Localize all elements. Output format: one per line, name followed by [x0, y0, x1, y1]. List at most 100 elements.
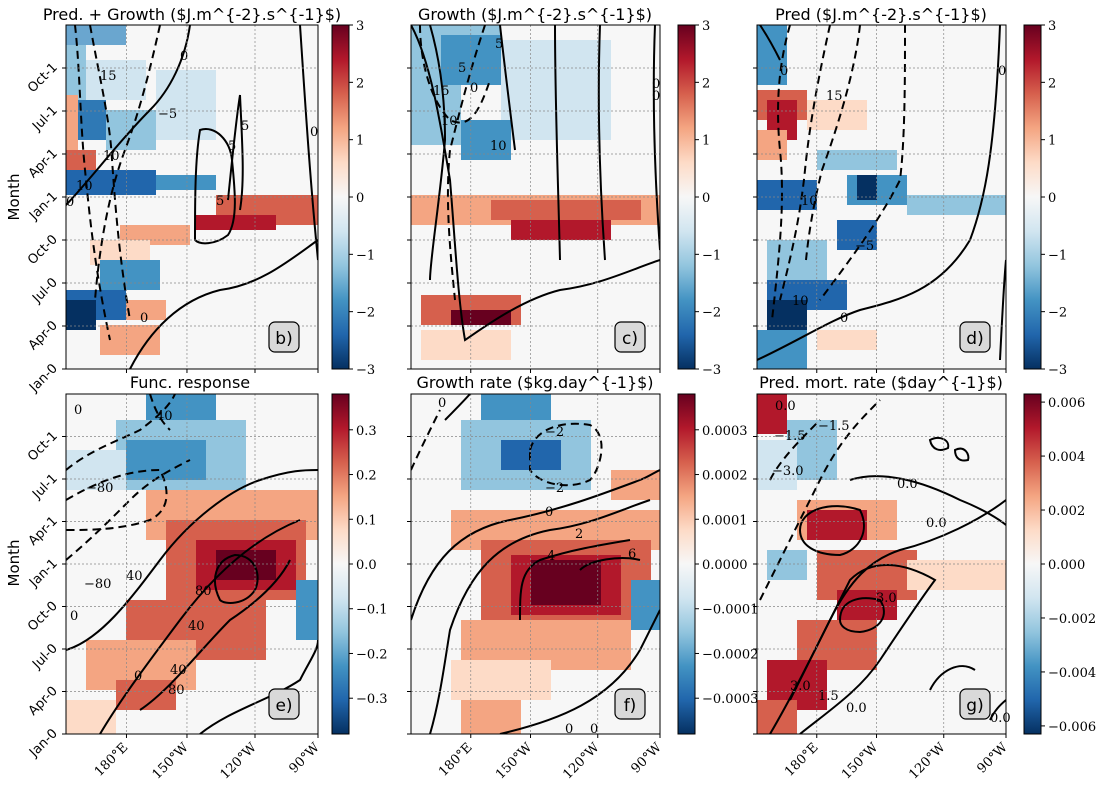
contour — [99, 519, 301, 734]
colorbar-d — [1023, 24, 1042, 370]
contour — [499, 25, 516, 151]
contour — [419, 25, 491, 124]
colorbar-e — [331, 393, 350, 735]
panel-g-grid — [757, 394, 1006, 734]
cell — [767, 550, 807, 580]
contour — [989, 699, 1006, 721]
contour-label: 2 — [575, 527, 583, 542]
contour-label: 10 — [441, 114, 458, 129]
panel-d: Pred ($J.m^{-2}.s^{-1}$) — [756, 5, 1007, 370]
contour-label: −1.5 — [818, 419, 850, 434]
y-tick-label: Jan-0 — [26, 361, 61, 396]
colorbar-tick-label: 1 — [356, 134, 364, 149]
cell — [757, 330, 807, 369]
cell — [126, 440, 206, 480]
panel-d-heatmap — [757, 25, 1006, 369]
cell — [421, 330, 511, 360]
contour-label: −5 — [158, 107, 177, 122]
colorbar-tick-label: 1 — [702, 134, 710, 149]
contour-label: 0 — [180, 49, 188, 64]
contour — [227, 94, 244, 211]
contour-label: 0 — [652, 77, 660, 92]
colorbar-b — [331, 24, 350, 370]
panel-f: Growth rate ($kg.day^{-1}$) — [410, 373, 661, 737]
contour — [66, 468, 168, 531]
colorbar-tick-label: −0.002 — [1048, 612, 1096, 627]
colorbar-f — [677, 393, 696, 735]
contour — [139, 559, 291, 711]
colorbar-tick-label: 0.004 — [1048, 450, 1085, 465]
panel-c-contours — [411, 25, 660, 342]
panel-e-contour-labels: 0 40 −80 −80 40 80 40 40 0 80 0 — [70, 403, 212, 698]
panel-d-title: Pred ($J.m^{-2}.s^{-1}$) — [775, 5, 987, 24]
y-axis-label-top: Month — [5, 173, 23, 220]
contour-label: 5 — [216, 194, 224, 209]
cell — [461, 120, 511, 160]
x-tick-label: 120°W — [560, 740, 603, 783]
contour-label: 5 — [495, 37, 503, 52]
contour — [149, 394, 171, 431]
contour-label: 0.0 — [990, 711, 1011, 726]
contour-label: 0 — [74, 403, 82, 418]
colorbar-c — [677, 24, 696, 370]
colorbar-tick-label: 0.006 — [1048, 396, 1085, 411]
contour — [89, 25, 131, 321]
contour-label: 80 — [168, 683, 185, 698]
x-tick-label: 150°W — [839, 740, 882, 783]
colorbar-tick-label: 0.0003 — [702, 424, 748, 439]
contour-label: 0 — [652, 89, 660, 104]
panel-d-grid — [757, 25, 1006, 369]
contour — [789, 564, 937, 734]
y-tick-label: Oct-0 — [25, 599, 61, 635]
colorbar-tick-label: 3 — [1048, 19, 1056, 34]
colorbar-g — [1023, 393, 1042, 735]
panel-b: Pred. + Growth ($J.m^{-2}.s^{-1}$) — [43, 5, 341, 370]
cell — [296, 580, 318, 640]
contour-label: 10 — [792, 294, 809, 309]
contour-label: 15 — [826, 89, 843, 104]
contour — [798, 505, 865, 557]
colorbar-tick-label: 2 — [356, 76, 364, 91]
cell — [767, 240, 827, 280]
contour-label: 0 — [134, 669, 142, 684]
colorbar-tick-label: 0.002 — [1048, 504, 1085, 519]
contour — [554, 25, 561, 261]
contour — [805, 25, 861, 261]
contour-label: 3.0 — [876, 591, 897, 606]
contour — [444, 394, 471, 421]
cell — [196, 215, 276, 230]
y-tick-label: Apr-0 — [26, 318, 61, 353]
cell — [216, 550, 276, 580]
cell — [511, 220, 611, 240]
contour-label: 15 — [100, 69, 117, 84]
panel-b-contours — [66, 25, 318, 369]
colorbar-tick-label: 3 — [356, 19, 364, 34]
y-tick-label: Apr-0 — [26, 684, 61, 719]
colorbar-tick-label: 0 — [1048, 191, 1056, 206]
contour — [519, 539, 631, 621]
panel-c-label: c) — [622, 329, 638, 349]
contour — [579, 557, 641, 571]
panel-g: Pred. mort. rate ($day^{-1}$) — [756, 373, 1011, 735]
contour-label: 1.5 — [818, 689, 839, 704]
contour-label: 0 — [66, 195, 74, 210]
colorbar-tick-label: −3 — [356, 363, 375, 378]
colorbar-tick-label: −0.0001 — [702, 603, 758, 618]
contour — [129, 239, 318, 369]
panel-f-grid — [411, 394, 660, 734]
contour-label: 0.0 — [926, 516, 947, 531]
cell — [100, 260, 160, 290]
cell — [757, 130, 787, 160]
colorbar-tick-label: 0 — [356, 191, 364, 206]
contour — [446, 25, 486, 301]
contour-label: −2 — [545, 481, 564, 496]
panel-c: Growth ($J.m^{-2}.s^{-1}$) 15 — [410, 5, 661, 370]
contour — [429, 25, 447, 281]
cell — [451, 660, 551, 700]
panel-c-title: Growth ($J.m^{-2}.s^{-1}$) — [418, 5, 652, 24]
colorbar-tick-label: 0.000 — [1048, 558, 1085, 573]
contour — [929, 665, 976, 691]
panel-b-grid — [66, 25, 318, 369]
panel-f-label-box — [614, 688, 646, 720]
x-tick-label: 180°E — [782, 740, 821, 779]
